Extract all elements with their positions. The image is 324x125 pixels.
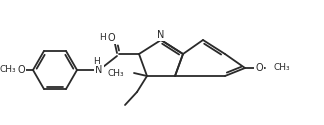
Text: CH₃: CH₃ xyxy=(273,64,290,72)
Text: N: N xyxy=(95,65,103,75)
Text: CH₃: CH₃ xyxy=(0,66,16,74)
Text: O: O xyxy=(107,33,115,43)
Text: O: O xyxy=(255,63,263,73)
Text: H: H xyxy=(99,34,106,42)
Text: N: N xyxy=(157,30,165,40)
Text: CH₃: CH₃ xyxy=(107,68,124,78)
Text: H: H xyxy=(93,56,99,66)
Text: O: O xyxy=(17,65,25,75)
